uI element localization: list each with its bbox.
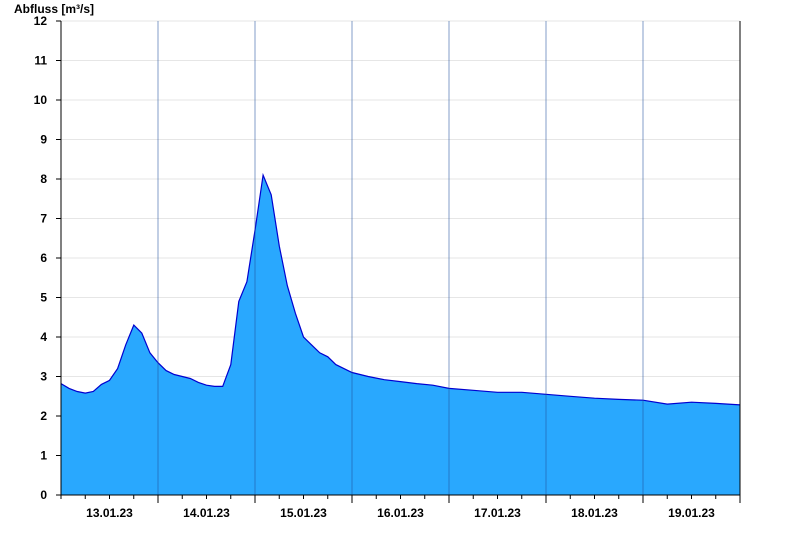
y-tick-label: 0 bbox=[40, 488, 47, 502]
day-separators bbox=[157, 21, 741, 495]
x-tick-label: 16.01.23 bbox=[377, 506, 424, 520]
y-tick-label: 4 bbox=[40, 330, 47, 344]
y-tick-label: 1 bbox=[40, 449, 47, 463]
series-line bbox=[60, 172, 741, 406]
y-tick-label: 5 bbox=[40, 291, 47, 305]
y-tick-label: 9 bbox=[40, 133, 47, 147]
y-tick-label: 7 bbox=[40, 212, 47, 226]
y-tick-label: 3 bbox=[40, 370, 47, 384]
x-tick-label: 14.01.23 bbox=[183, 506, 230, 520]
x-tick-label: 15.01.23 bbox=[280, 506, 327, 520]
x-tick-label: 18.01.23 bbox=[571, 506, 618, 520]
y-tick-label: 12 bbox=[34, 14, 48, 28]
series-area bbox=[60, 172, 741, 495]
x-tick-label: 17.01.23 bbox=[474, 506, 521, 520]
y-tick-label: 6 bbox=[40, 251, 47, 265]
x-tick-label: 19.01.23 bbox=[668, 506, 715, 520]
x-tick-label: 13.01.23 bbox=[86, 506, 133, 520]
y-tick-label: 2 bbox=[40, 409, 47, 423]
y-tick-label: 11 bbox=[34, 54, 47, 68]
y-tick-label: 8 bbox=[40, 172, 47, 186]
y-axis-label: Abfluss [m³/s] bbox=[14, 2, 94, 16]
series-fill bbox=[61, 175, 740, 495]
y-tick-label: 10 bbox=[34, 93, 48, 107]
